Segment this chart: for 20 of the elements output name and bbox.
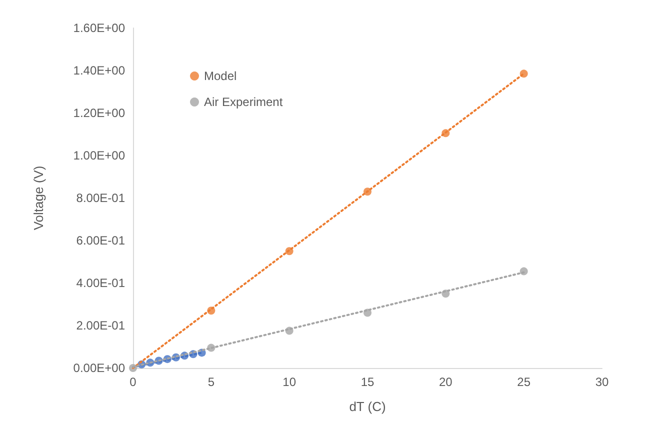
- legend-label: Air Experiment: [204, 95, 284, 109]
- y-tick-label: 0.00E+00: [73, 361, 126, 375]
- y-tick-label: 6.00E-01: [76, 234, 126, 248]
- x-tick-label: 0: [130, 375, 137, 389]
- y-axis-title: Voltage (V): [31, 166, 46, 230]
- y-tick-label: 4.00E-01: [76, 276, 126, 290]
- x-tick-label: 25: [517, 375, 531, 389]
- x-tick-label: 20: [438, 375, 453, 389]
- legend-label: Model: [204, 69, 237, 83]
- x-tick-label: 5: [208, 375, 215, 389]
- y-tick-label: 2.00E-01: [76, 318, 126, 332]
- y-tick-label: 1.00E+00: [73, 148, 126, 162]
- y-tick-label: 1.60E+00: [73, 21, 126, 35]
- y-tick-label: 1.20E+00: [73, 106, 126, 120]
- x-tick-label: 15: [360, 375, 374, 389]
- y-tick-label: 8.00E-01: [76, 191, 126, 205]
- x-tick-label: 30: [595, 375, 609, 389]
- x-tick-label: 10: [282, 375, 296, 389]
- y-tick-label: 1.40E+00: [73, 64, 126, 78]
- x-axis-title: dT (C): [349, 399, 386, 414]
